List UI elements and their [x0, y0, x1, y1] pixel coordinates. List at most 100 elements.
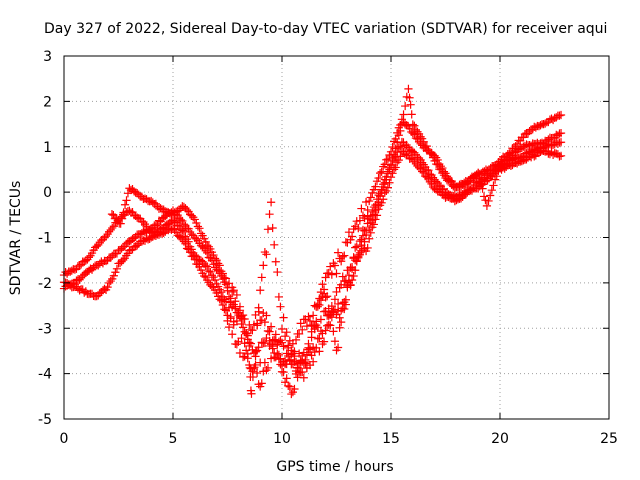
data-point — [195, 262, 204, 271]
data-point — [340, 304, 349, 314]
data-point — [279, 313, 288, 322]
data-point — [224, 279, 234, 288]
data-point — [182, 205, 192, 215]
y-tick-label: -5 — [38, 412, 52, 428]
data-point — [312, 343, 321, 352]
data-point — [209, 260, 218, 269]
data-point — [419, 168, 428, 178]
data-point — [372, 211, 382, 220]
grid-lines — [64, 56, 609, 419]
data-point — [549, 150, 558, 160]
data-point — [247, 389, 256, 398]
data-point — [360, 237, 369, 246]
data-point — [268, 223, 277, 233]
data-point — [217, 288, 226, 297]
data-point — [136, 230, 145, 239]
data-point — [385, 150, 394, 160]
data-point — [100, 284, 109, 293]
data-point — [201, 273, 210, 282]
data-point — [472, 170, 481, 179]
data-point — [333, 299, 343, 309]
data-point — [315, 347, 324, 356]
data-point — [309, 311, 318, 320]
data-point — [365, 224, 374, 234]
data-point — [228, 330, 237, 339]
data-point — [377, 198, 386, 207]
data-point — [330, 261, 340, 270]
data-point — [357, 204, 366, 213]
data-point — [508, 151, 517, 160]
data-point — [433, 160, 442, 169]
data-point — [517, 153, 526, 162]
data-point — [388, 154, 397, 163]
data-point — [349, 271, 358, 281]
data-point — [109, 222, 118, 231]
data-point — [530, 122, 539, 131]
data-point — [66, 281, 75, 290]
axis-ticks: 0 5 10 15 20 25 -5 -4 -3 -2 -1 0 1 2 3 — [38, 49, 618, 447]
data-point — [513, 139, 522, 149]
data-point — [217, 296, 226, 305]
data-point — [484, 196, 493, 206]
data-point — [321, 326, 330, 335]
data-point — [170, 216, 179, 226]
data-point — [75, 286, 84, 295]
data-point — [536, 121, 545, 130]
data-point — [274, 337, 283, 346]
data-point — [293, 363, 302, 373]
data-point — [531, 123, 540, 132]
data-point — [386, 160, 396, 169]
data-point — [438, 190, 447, 199]
data-point — [182, 244, 192, 253]
data-point — [204, 266, 213, 276]
data-point — [324, 311, 333, 320]
data-point — [354, 224, 363, 233]
data-point — [309, 321, 318, 330]
data-point — [541, 119, 550, 128]
data-point — [419, 137, 428, 146]
data-point — [176, 233, 185, 242]
data-point — [405, 124, 414, 133]
data-point — [218, 300, 227, 310]
data-point — [319, 285, 329, 294]
data-point — [363, 243, 372, 253]
data-point — [212, 265, 221, 274]
data-point — [374, 205, 383, 214]
data-point — [394, 131, 403, 140]
data-point — [229, 300, 238, 309]
data-point — [556, 129, 566, 138]
data-point — [271, 257, 280, 266]
data-point — [260, 358, 269, 367]
data-point — [386, 173, 396, 182]
data-point — [195, 224, 204, 233]
data-point — [552, 130, 561, 139]
data-point — [192, 218, 201, 228]
data-point — [125, 184, 134, 193]
data-point — [250, 363, 259, 372]
data-point — [399, 110, 408, 119]
data-point — [218, 269, 227, 278]
y-tick-label: 2 — [43, 94, 52, 110]
data-point — [304, 339, 313, 348]
data-point — [238, 352, 248, 362]
data-point — [332, 287, 341, 297]
data-point — [313, 323, 322, 332]
data-point — [425, 169, 435, 179]
data-point — [456, 179, 466, 189]
data-point — [151, 221, 160, 230]
data-point — [309, 343, 318, 352]
data-point — [168, 211, 178, 220]
data-point — [316, 296, 326, 305]
data-point — [494, 166, 503, 175]
data-point — [273, 349, 282, 358]
series-track-2 — [59, 137, 566, 379]
data-point — [514, 145, 523, 154]
data-point — [427, 149, 436, 159]
data-point — [358, 231, 368, 240]
data-point — [337, 280, 346, 289]
data-point — [268, 342, 277, 351]
data-point — [67, 266, 76, 275]
data-point — [215, 261, 224, 270]
data-point — [346, 235, 355, 244]
data-point — [376, 169, 385, 178]
